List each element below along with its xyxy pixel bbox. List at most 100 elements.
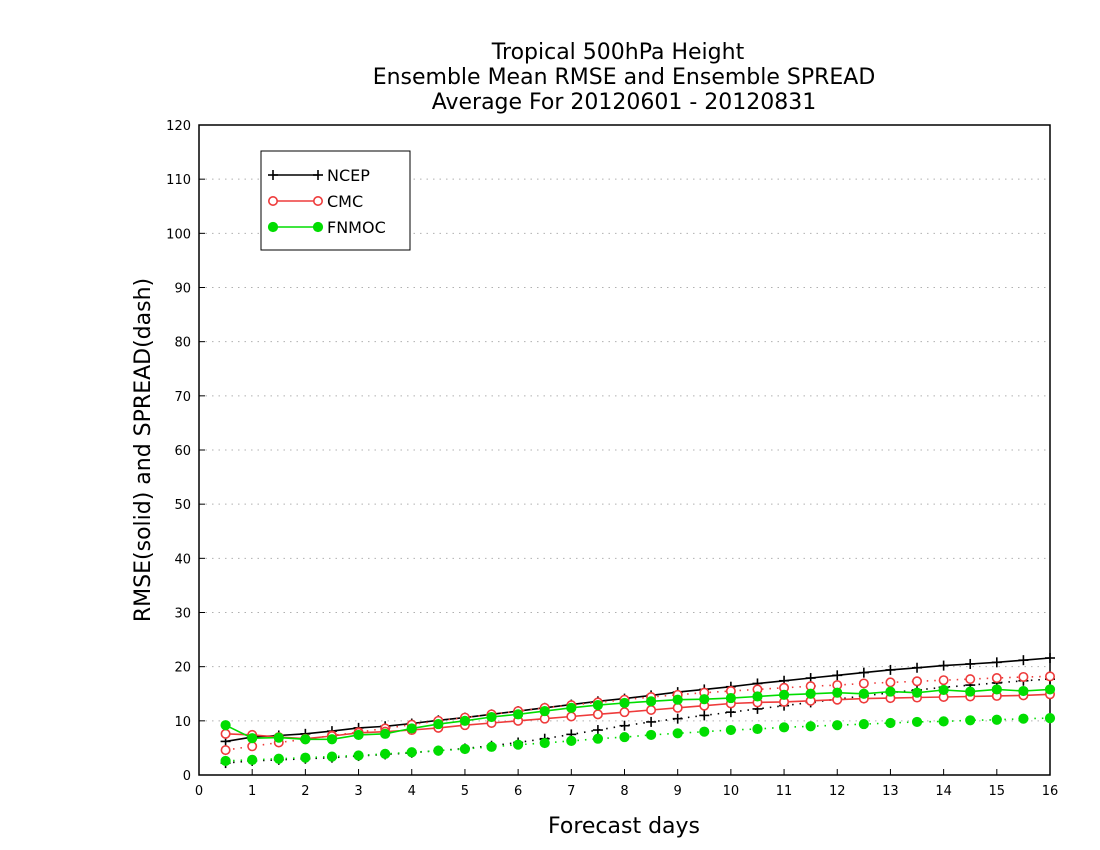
cmc-rmse-line [225, 693, 1051, 740]
x-tick-label-8: 8 [620, 784, 628, 799]
fnmoc-rmse-point-0 [220, 720, 231, 731]
fnmoc-rmse-point-29 [991, 684, 1002, 695]
fnmoc-spread-point-8 [433, 745, 444, 756]
x-tick-label-11: 11 [776, 784, 793, 799]
y-axis-ticks: 0 10 20 30 40 50 60 70 80 90 100 110 120 [166, 119, 205, 784]
legend-ncep-marker-b [313, 170, 323, 180]
fnmoc-rmse-point-28 [965, 686, 976, 697]
x-axis-ticks: 0 1 2 3 4 5 6 7 8 9 10 11 12 13 14 15 16 [195, 769, 1058, 799]
ncep-rmse-point-24 [858, 667, 869, 678]
cmc-spread-line [225, 675, 1051, 751]
ncep-rmse-line [225, 657, 1051, 743]
x-tick-label-6: 6 [514, 784, 522, 799]
ncep-rmse-point-29 [991, 657, 1002, 668]
fnmoc-spread-point-28 [965, 715, 976, 726]
fnmoc-spread-point-2 [273, 753, 284, 764]
fnmoc-spread-point-7 [406, 747, 417, 758]
x-tick-label-9: 9 [674, 784, 682, 799]
cmc-spread-point-30 [1018, 671, 1029, 682]
series-lines [220, 653, 1056, 769]
fnmoc-rmse-point-6 [380, 728, 391, 739]
x-tick-label-3: 3 [354, 784, 362, 799]
y-tick-label-12: 120 [166, 119, 191, 134]
x-axis-label: Forecast days [548, 814, 700, 839]
fnmoc-rmse-point-22 [805, 688, 816, 699]
fnmoc-spread-point-20 [752, 723, 763, 735]
y-tick-label-7: 70 [174, 390, 191, 405]
fnmoc-spread-point-29 [991, 714, 1002, 725]
cmc-rmse-point-16 [646, 704, 657, 715]
cmc-spread-point-27 [938, 675, 949, 686]
fnmoc-spread-point-18 [699, 726, 710, 737]
legend-cmc-marker-a [267, 196, 278, 207]
fnmoc-rmse-point-19 [725, 692, 736, 704]
fnmoc-rmse-point-16 [645, 696, 657, 707]
ncep-rmse-point-28 [965, 658, 976, 669]
y-tick-label-4: 40 [174, 552, 191, 567]
chart-legend: NCEP CMC FNMOC [260, 150, 411, 251]
fnmoc-spread-point-17 [672, 728, 683, 739]
legend-cmc-label: CMC [327, 192, 363, 211]
fnmoc-spread-point-22 [805, 721, 816, 732]
cmc-spread-point-24 [858, 678, 869, 689]
fnmoc-rmse-point-5 [353, 729, 364, 741]
fnmoc-rmse-point-17 [672, 694, 683, 705]
fnmoc-rmse-point-7 [406, 723, 417, 734]
x-tick-label-7: 7 [567, 784, 575, 799]
fnmoc-spread-point-14 [592, 733, 604, 744]
fnmoc-rmse-point-13 [566, 702, 577, 713]
y-tick-label-9: 90 [174, 282, 191, 297]
x-tick-label-10: 10 [723, 784, 740, 799]
fnmoc-rmse-point-11 [513, 709, 524, 720]
ncep-spread-point-14 [592, 725, 603, 736]
ncep-rmse-point-31 [1045, 653, 1055, 663]
y-tick-label-0: 0 [183, 769, 191, 784]
fnmoc-spread-point-27 [938, 716, 949, 727]
y-axis-label: RMSE(solid) and SPREAD(dash) [131, 278, 156, 622]
x-tick-label-5: 5 [461, 784, 469, 799]
fnmoc-spread-point-13 [566, 735, 577, 746]
fnmoc-spread-point-21 [778, 722, 790, 733]
y-tick-label-10: 100 [166, 227, 191, 242]
fnmoc-spread-point-30 [1018, 713, 1029, 724]
fnmoc-spread-point-11 [513, 739, 524, 750]
fnmoc-spread-point-15 [619, 731, 630, 743]
fnmoc-spread-point-9 [459, 743, 471, 755]
fnmoc-rmse-point-18 [699, 694, 710, 705]
fnmoc-rmse-point-24 [858, 688, 869, 699]
ncep-spread-point-17 [672, 713, 683, 724]
ncep-rmse-point-26 [912, 662, 923, 673]
x-tick-label-13: 13 [882, 784, 899, 799]
y-tick-label-3: 30 [174, 607, 191, 622]
fnmoc-spread-point-4 [326, 751, 338, 762]
x-tick-label-16: 16 [1042, 784, 1059, 799]
cmc-rmse-point-17 [672, 702, 683, 713]
cmc-spread-point-29 [991, 673, 1002, 684]
fnmoc-spread-point-25 [885, 717, 896, 729]
fnmoc-rmse-point-2 [273, 732, 284, 743]
chart-title-line-3: Average For 20120601 - 20120831 [432, 90, 817, 115]
fnmoc-rmse-point-12 [539, 705, 550, 717]
cmc-rmse-point-15 [619, 707, 630, 718]
fnmoc-spread-point-5 [353, 750, 364, 761]
ncep-rmse-point-25 [885, 664, 896, 675]
fnmoc-rmse-point-1 [247, 733, 258, 744]
chart-title-line-1: Tropical 500hPa Height [491, 40, 745, 65]
fnmoc-spread-point-1 [247, 754, 258, 765]
y-tick-label-1: 10 [174, 715, 191, 730]
fnmoc-rmse-point-25 [885, 686, 896, 697]
ncep-spread-point-16 [646, 716, 657, 727]
x-tick-label-14: 14 [935, 784, 952, 799]
x-tick-label-1: 1 [248, 784, 256, 799]
ncep-rmse-point-27 [938, 660, 949, 671]
legend-fnmoc-marker-a [267, 221, 279, 233]
fnmoc-spread-point-12 [539, 737, 550, 749]
legend-fnmoc-marker-b [312, 221, 324, 233]
cmc-rmse-point-14 [592, 709, 603, 720]
fnmoc-rmse-point-8 [433, 718, 444, 730]
ncep-rmse-point-23 [832, 670, 843, 681]
fnmoc-rmse-point-26 [911, 687, 923, 698]
fnmoc-rmse-point-31 [1044, 684, 1056, 695]
fnmoc-spread-point-31 [1044, 713, 1056, 724]
